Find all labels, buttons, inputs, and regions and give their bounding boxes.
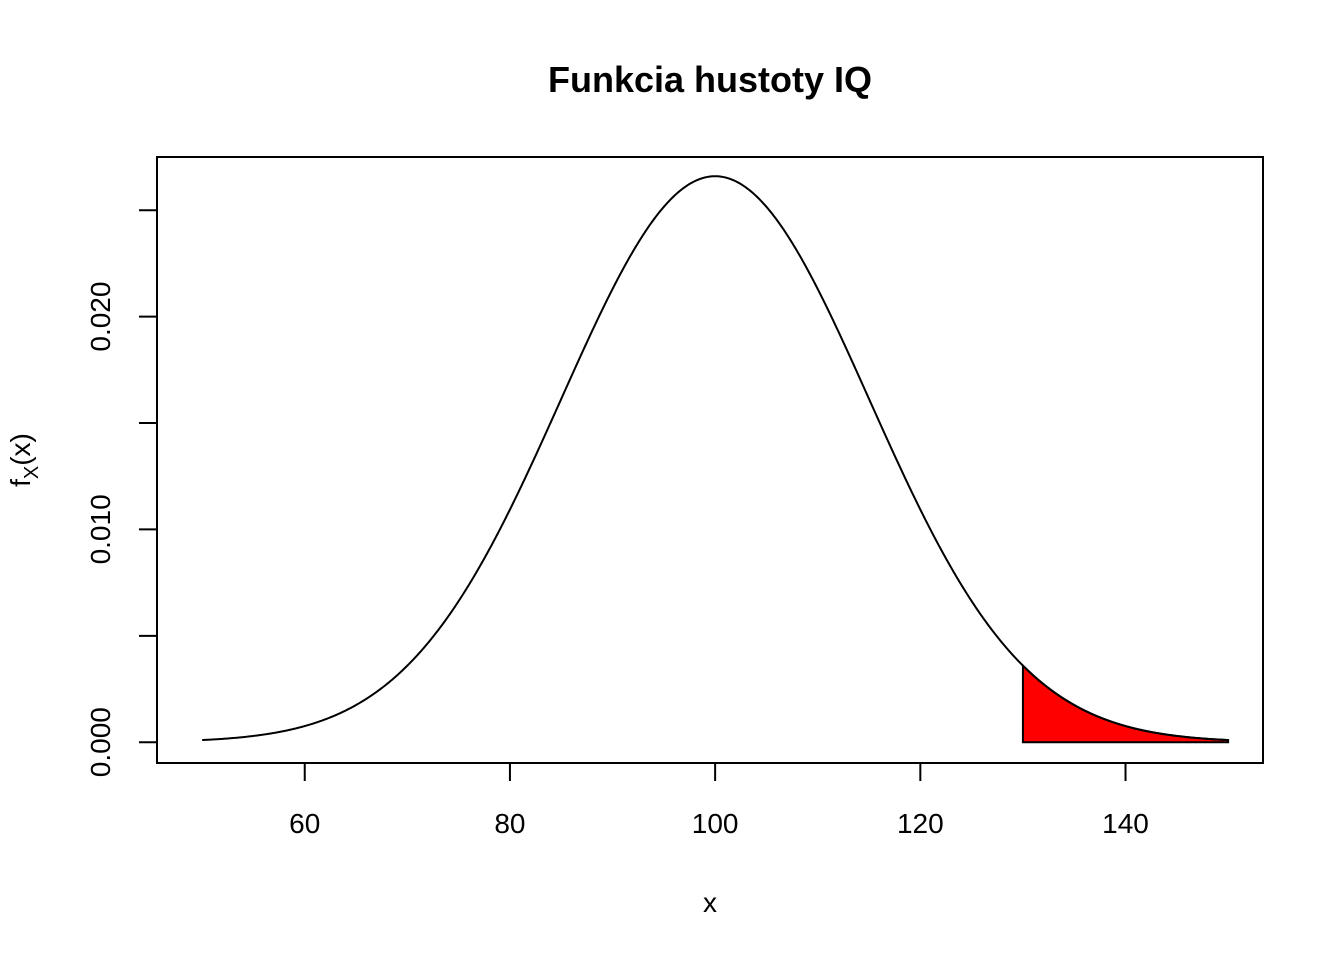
x-axis-label: x	[703, 887, 717, 918]
y-axis: 0.000 0.010 0.020	[85, 209, 158, 777]
x-tick-label: 100	[692, 808, 739, 839]
density-curve	[202, 175, 1229, 742]
chart-title: Funkcia hustoty IQ	[548, 59, 872, 100]
shaded-tail-area	[1021, 663, 1230, 744]
x-axis: 60 80 100 120 140	[289, 762, 1149, 839]
y-tick-label: 0.020	[85, 282, 116, 352]
y-tick-label: 0.010	[85, 494, 116, 564]
y-tick-label: 0.000	[85, 707, 116, 777]
y-axis-label-main: f	[5, 479, 36, 487]
y-axis-label: fX(x)	[5, 433, 43, 487]
x-tick-label: 80	[494, 808, 525, 839]
x-tick-label: 140	[1102, 808, 1149, 839]
x-tick-label: 120	[897, 808, 944, 839]
y-axis-label-rest: (x)	[5, 433, 36, 466]
plot-frame	[156, 156, 1264, 764]
plot-area	[156, 156, 1264, 764]
x-tick-label: 60	[289, 808, 320, 839]
y-axis-label-subscript: X	[21, 466, 43, 479]
